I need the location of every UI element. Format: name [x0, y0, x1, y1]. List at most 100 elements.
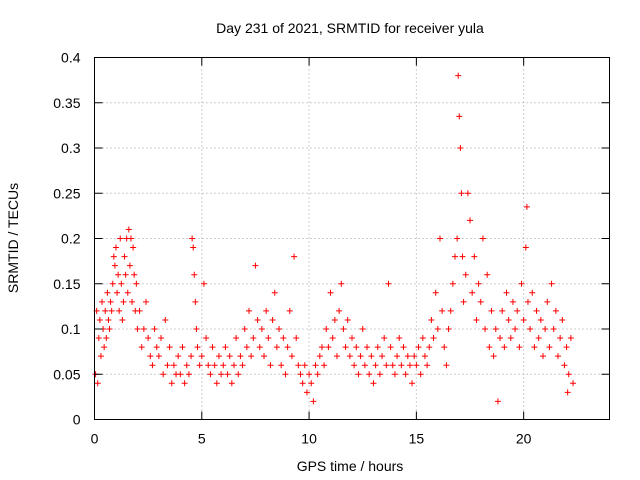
- data-point: [439, 307, 446, 314]
- data-point: [237, 353, 244, 360]
- data-point: [351, 362, 358, 369]
- data-point: [111, 262, 118, 269]
- data-point: [265, 335, 272, 342]
- y-axis-label: SRMTID / TECUs: [5, 183, 21, 293]
- data-point: [222, 344, 229, 351]
- data-point: [353, 344, 360, 351]
- data-point: [469, 289, 476, 296]
- data-point: [497, 335, 504, 342]
- data-point: [127, 235, 134, 242]
- data-point: [501, 344, 508, 351]
- data-point: [207, 371, 214, 378]
- data-point: [391, 371, 398, 378]
- data-point: [293, 335, 300, 342]
- data-point: [96, 316, 103, 323]
- data-point: [484, 271, 491, 278]
- data-point: [133, 280, 140, 287]
- data-point: [325, 344, 332, 351]
- y-tick-label: 0.4: [61, 50, 81, 66]
- data-point: [241, 326, 248, 332]
- data-point: [430, 335, 437, 342]
- data-point: [428, 316, 435, 323]
- data-point: [404, 353, 411, 360]
- data-point: [321, 362, 328, 369]
- data-point: [291, 253, 298, 260]
- data-point: [411, 353, 418, 360]
- data-point: [218, 371, 225, 378]
- data-point: [381, 335, 388, 342]
- data-point: [104, 289, 111, 296]
- data-point: [550, 326, 557, 332]
- data-point: [151, 326, 158, 332]
- data-point: [499, 307, 506, 314]
- data-point: [467, 217, 474, 224]
- data-point: [402, 371, 409, 378]
- data-point: [226, 353, 233, 360]
- data-point: [118, 280, 125, 287]
- data-point: [492, 326, 499, 332]
- data-point: [359, 326, 366, 332]
- data-point: [327, 289, 334, 296]
- data-point: [191, 271, 198, 278]
- data-point: [458, 190, 465, 197]
- data-point: [374, 344, 381, 351]
- data-point: [256, 344, 263, 351]
- data-point: [570, 380, 577, 387]
- data-point: [505, 316, 512, 323]
- data-point: [239, 362, 246, 369]
- data-point: [479, 235, 486, 242]
- data-point: [413, 362, 420, 369]
- data-point: [215, 353, 222, 360]
- data-point: [276, 326, 283, 332]
- data-point: [193, 326, 200, 332]
- data-point: [153, 344, 160, 351]
- y-tick-label: 0.35: [53, 95, 80, 111]
- data-point: [140, 326, 147, 332]
- data-point: [336, 307, 343, 314]
- data-point: [213, 380, 220, 387]
- data-point: [318, 344, 325, 351]
- data-point: [523, 203, 530, 210]
- data-point: [233, 335, 240, 342]
- data-point: [209, 344, 216, 351]
- data-point: [555, 353, 561, 360]
- data-point: [340, 326, 347, 332]
- data-point: [243, 344, 250, 351]
- data-point: [529, 289, 536, 296]
- data-point: [357, 353, 364, 360]
- data-point: [464, 190, 471, 197]
- data-point: [564, 389, 571, 396]
- data-point: [114, 289, 121, 296]
- data-point: [155, 353, 162, 360]
- data-point: [512, 326, 519, 332]
- data-point: [552, 307, 559, 314]
- data-point: [509, 298, 516, 305]
- data-point: [471, 253, 478, 260]
- ticks-layer: 0 0.05 0.1 0.15 0.2 0.25 0.3 0.35 0.4 0 5 10 15 20: [53, 50, 610, 447]
- data-point: [361, 362, 368, 369]
- data-point: [121, 253, 128, 260]
- data-point: [434, 326, 441, 332]
- data-point: [220, 362, 227, 369]
- y-tick-label: 0.2: [61, 231, 81, 247]
- data-point: [105, 316, 112, 323]
- data-point: [535, 335, 542, 342]
- data-point: [190, 244, 197, 251]
- data-point: [475, 280, 482, 287]
- data-point: [203, 335, 210, 342]
- data-point: [522, 244, 529, 251]
- data-point: [533, 307, 540, 314]
- data-point: [263, 307, 270, 314]
- data-point: [396, 335, 403, 342]
- data-point: [366, 371, 373, 378]
- data-point: [409, 380, 416, 387]
- data-point: [421, 353, 428, 360]
- data-point: [252, 262, 259, 269]
- data-point: [563, 344, 570, 351]
- data-point: [308, 380, 315, 387]
- data-point: [129, 298, 136, 305]
- data-point: [306, 371, 313, 378]
- data-point: [331, 316, 338, 323]
- data-point: [278, 362, 285, 369]
- data-point: [459, 253, 466, 260]
